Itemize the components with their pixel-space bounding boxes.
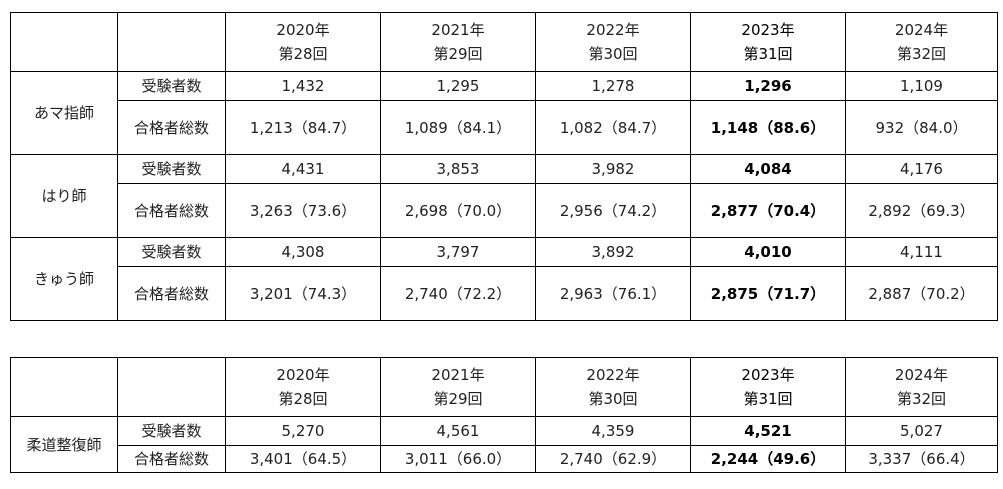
value-cell: 2,956（74.2）	[535, 183, 691, 238]
data-table: 2020年 第28回 2021年 第29回 2022年 第30回 2023年 第31回 2024…	[10, 357, 998, 473]
year: 2023年	[741, 21, 795, 39]
round: 第30回	[588, 45, 638, 63]
year: 2022年	[586, 366, 640, 384]
value-cell: 4,359	[535, 416, 691, 446]
corner-cell	[10, 357, 118, 417]
row-label: 合格者総数	[117, 183, 226, 238]
value-cell: 2,892（69.3）	[845, 183, 998, 238]
value-cell: 2,740（62.9）	[535, 445, 691, 473]
round: 第28回	[278, 390, 328, 408]
year-header: 2022年第30回	[535, 12, 691, 72]
value-cell: 4,176	[845, 154, 998, 184]
year-header: 2023年第31回	[690, 357, 846, 417]
year-header: 2020年第28回	[225, 12, 381, 72]
value-cell: 1,432	[225, 71, 381, 101]
year-header: 2024年第32回	[845, 357, 998, 417]
round: 第32回	[896, 390, 947, 408]
value-cell: 4,561	[380, 416, 536, 446]
value-cell: 4,521	[690, 416, 846, 446]
round: 第31回	[743, 45, 793, 63]
value-cell: 1,278	[535, 71, 691, 101]
value-cell: 2,875（71.7）	[690, 266, 846, 321]
value-cell: 3,797	[380, 237, 536, 267]
value-cell: 1,089（84.1）	[380, 100, 536, 155]
group-label: きゅう師	[10, 237, 118, 321]
value-cell: 2,877（70.4）	[690, 183, 846, 238]
round: 第28回	[278, 45, 328, 63]
value-cell: 1,295	[380, 71, 536, 101]
value-cell: 1,109	[845, 71, 998, 101]
data-row: あマ指師 受験者数 1,432 1,295 1,278 1,296 1,109	[10, 71, 998, 155]
value-cell: 2,887（70.2）	[845, 266, 998, 321]
year: 2023年	[741, 366, 795, 384]
value-cell: 1,082（84.7）	[535, 100, 691, 155]
value-cell: 2,244（49.6）	[690, 445, 846, 473]
corner-cell	[117, 12, 226, 72]
row-label: 受験者数	[117, 416, 226, 446]
value-cell: 4,084	[690, 154, 846, 184]
row-label: 受験者数	[117, 237, 226, 267]
year-header: 2021年第29回	[380, 357, 536, 417]
row-label: 合格者総数	[117, 445, 226, 473]
year: 2022年	[586, 21, 640, 39]
group-label: 柔道整復師	[10, 416, 118, 473]
value-cell: 3,892	[535, 237, 691, 267]
group-label: あマ指師	[10, 71, 118, 155]
data-row: 合格者総数 1,213（84.7） 1,089（84.1） 1,082（84.7） 1,…	[11, 100, 998, 155]
value-cell: 3,853	[380, 154, 536, 184]
value-cell: 2,698（70.0）	[380, 183, 536, 238]
year: 2021年	[431, 366, 485, 384]
year: 2020年	[276, 366, 330, 384]
header-row: 2020年 第28回 2021年 第29回 2022年 第30回 2023年 第31回 2024…	[10, 12, 998, 72]
value-cell: 1,148（88.6）	[690, 100, 846, 155]
year: 2024年	[894, 21, 949, 39]
round: 第29回	[433, 390, 483, 408]
value-cell: 3,011（66.0）	[380, 445, 536, 473]
corner-cell	[117, 357, 226, 417]
year-header: 2021年第29回	[380, 12, 536, 72]
value-cell: 932（84.0）	[845, 100, 998, 155]
header-row: 2020年 第28回 2021年 第29回 2022年 第30回 2023年 第31回 2024…	[10, 357, 998, 417]
value-cell: 4,431	[225, 154, 381, 184]
year-header: 2020年第28回	[225, 357, 381, 417]
year-header: 2023年第31回	[690, 12, 846, 72]
value-cell: 3,401（64.5）	[225, 445, 381, 473]
row-label: 受験者数	[117, 71, 226, 101]
value-cell: 5,027	[845, 416, 998, 446]
row-label: 受験者数	[117, 154, 226, 184]
value-cell: 3,337（66.4）	[845, 445, 998, 473]
value-cell: 2,963（76.1）	[535, 266, 691, 321]
value-cell: 3,201（74.3）	[225, 266, 381, 321]
data-row: 合格者総数 3,201（74.3） 2,740（72.2） 2,963（76.1） 2,…	[11, 266, 998, 321]
value-cell: 4,010	[690, 237, 846, 267]
corner-cell	[10, 12, 118, 72]
data-row: 合格者総数 3,263（73.6） 2,698（70.0） 2,956（74.2） 2,…	[11, 183, 998, 238]
round: 第32回	[896, 45, 947, 63]
value-cell: 2,740（72.2）	[380, 266, 536, 321]
value-cell: 3,263（73.6）	[225, 183, 381, 238]
value-cell: 4,111	[845, 237, 998, 267]
value-cell: 4,308	[225, 237, 381, 267]
year-header: 2024年第32回	[845, 12, 998, 72]
row-label: 合格者総数	[117, 266, 226, 321]
row-label: 合格者総数	[117, 100, 226, 155]
value-cell: 5,270	[225, 416, 381, 446]
round: 第29回	[433, 45, 483, 63]
year: 2020年	[276, 21, 330, 39]
group-label: はり師	[10, 154, 118, 238]
year-header: 2022年第30回	[535, 357, 691, 417]
data-row: 合格者総数 3,401（64.5） 3,011（66.0） 2,740（62.9） 2,…	[11, 445, 998, 473]
data-row: 柔道整復師 受験者数 5,270 4,561 4,359 4,521 5,027	[10, 416, 998, 473]
data-row: きゅう師 受験者数 4,308 3,797 3,892 4,010 4,111	[10, 237, 998, 321]
data-table: 2020年 第28回 2021年 第29回 2022年 第30回 2023年 第31回 2024…	[10, 12, 998, 321]
value-cell: 3,982	[535, 154, 691, 184]
year: 2021年	[431, 21, 485, 39]
value-cell: 1,213（84.7）	[225, 100, 381, 155]
data-row: はり師 受験者数 4,431 3,853 3,982 4,084 4,176	[10, 154, 998, 238]
value-cell: 1,296	[690, 71, 846, 101]
round: 第30回	[588, 390, 638, 408]
year: 2024年	[894, 366, 949, 384]
round: 第31回	[743, 390, 793, 408]
